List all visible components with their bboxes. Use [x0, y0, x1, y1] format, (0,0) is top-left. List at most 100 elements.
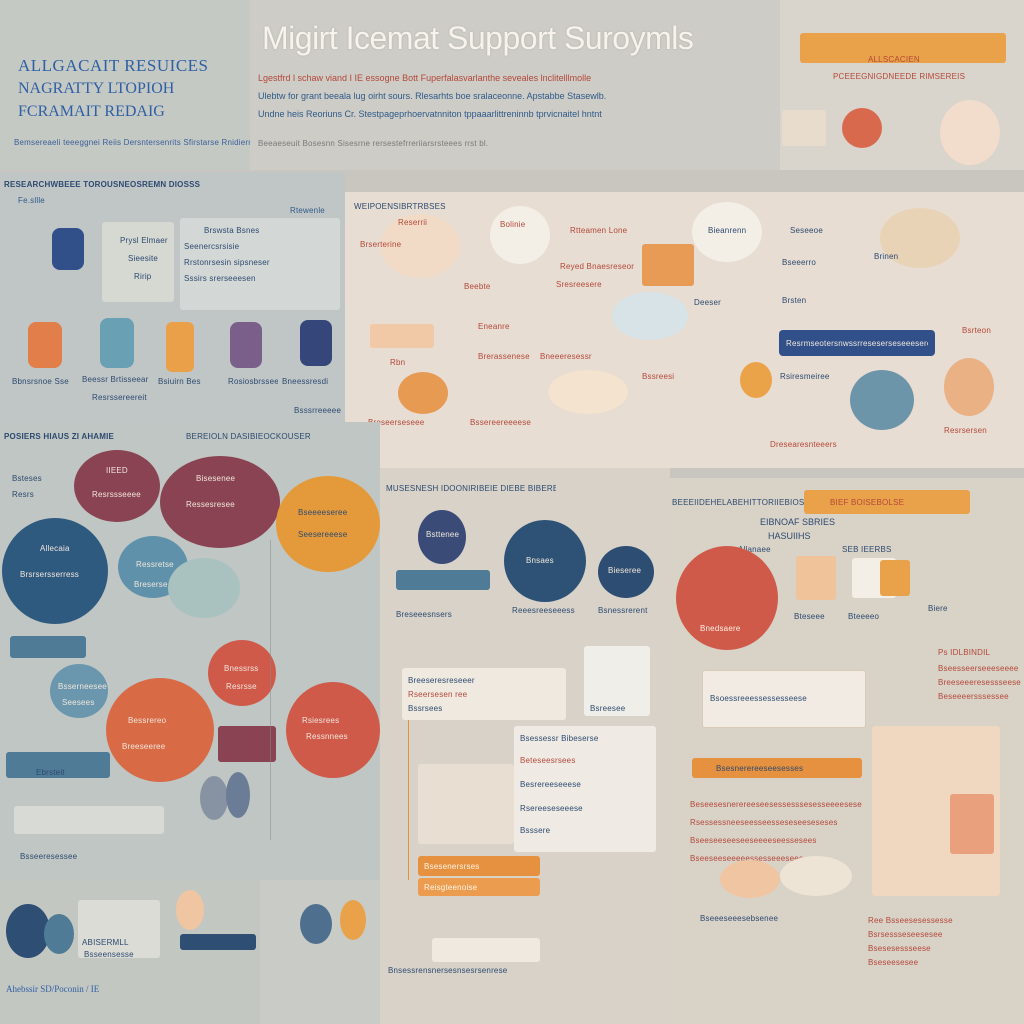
left-top-tag: Rtewenle	[290, 206, 325, 215]
circle-label-4: Allecaia	[40, 544, 70, 553]
circle-sub-8: Ressnnees	[306, 732, 348, 741]
side-label-1: Bsteses	[12, 474, 42, 483]
cm-left-card	[418, 764, 514, 844]
left-mid-person-1	[200, 776, 228, 820]
bl-person-4	[300, 904, 332, 944]
rm-title-2: HASUIIHS	[768, 531, 811, 541]
header-right-label: ALLSCACIEN	[868, 55, 920, 64]
circle-maroon-2	[160, 456, 280, 548]
circle-teal-3	[50, 664, 108, 718]
rm-note-line-1: Bseesseerseeeseeee	[938, 664, 1019, 673]
circle-navy-1	[2, 518, 108, 624]
rm-orange-tag-label: BIEF BOISEBOLSE	[830, 498, 905, 507]
bl-person-3	[176, 890, 204, 930]
card2-line-1: Seenercsrsisie	[184, 242, 240, 251]
center-blob-8	[850, 370, 914, 430]
center-item-13: Brsten	[782, 296, 807, 305]
left-top-card-2	[180, 218, 340, 310]
icon-badge-purple	[230, 322, 262, 368]
subtitle-footer: Beeaeseuit Bosesnn Sisesrne rersestefrre…	[258, 139, 489, 148]
center-item-17: Rbn	[390, 358, 406, 367]
center-blob-1	[380, 214, 460, 278]
left-middle-heading: POSIERS HIAUS ZI AHAMIE	[4, 432, 115, 441]
header-main-panel	[250, 0, 780, 170]
rm-footer: Bseeeseeesebsenee	[700, 914, 779, 923]
circle-label-7: Bessrereo	[128, 716, 167, 725]
center-orange-tag	[642, 244, 694, 286]
cm-card-a	[402, 668, 566, 720]
header-left-footer: Bemsereaeli teeeggnei Reiis Dersntersenr…	[14, 138, 327, 147]
person-illustration	[940, 100, 1000, 165]
cm-card-a-line-2: Bssrsees	[408, 704, 443, 713]
center-blob-9	[944, 358, 994, 416]
rm-side-footer-2: Bsrsessseseesesee	[868, 930, 943, 939]
rm-side-card-inner	[950, 794, 994, 854]
circle-teal-2	[168, 558, 240, 618]
side-label-3: Ebrsteit	[36, 768, 65, 777]
center-middle-heading: MUSESNESH IDOONIRIBEIE DIEBE BIBEREE	[386, 484, 556, 493]
bl-person-5	[340, 900, 366, 940]
center-blob-5	[612, 292, 688, 340]
icon-badge-teal	[100, 318, 134, 368]
subtitle-line-1: Lgestfrd l schaw viand I IE essogne Bott…	[258, 73, 592, 83]
left-mid-teal-tag-2	[6, 752, 110, 778]
rm-row-label-2: SEB IEERBS	[842, 545, 892, 554]
bl-desk	[180, 934, 256, 950]
rm-row-label-1: Allanaee	[738, 545, 771, 554]
header-left-line-3: FCRAMAIT REDAIG	[18, 103, 165, 120]
cm-bottom-card	[432, 938, 540, 962]
center-item-9: Brinen	[874, 252, 899, 261]
card2-line-2: Rrstonrsesin sipsneser	[184, 258, 270, 267]
rm-orange-bar-label: Bsesnerereeseesesses	[716, 764, 804, 773]
icon-sub-2: Bsssrreeeee	[294, 406, 342, 415]
icon-badge-navy	[300, 320, 332, 366]
center-item-8: Bseeerro	[782, 258, 817, 267]
cm-card-b	[514, 726, 656, 852]
bl-label: ABISERMLL	[82, 938, 129, 947]
icon-label-3: Bsiuirn Bes	[158, 377, 201, 386]
rm-callout	[702, 670, 866, 728]
header-orange-bar	[800, 33, 1006, 63]
cm-label-2: Reeesreeseeess	[512, 606, 575, 615]
rm-title-1: EIBNOAF SBRIES	[760, 517, 836, 527]
circle-label-9: Bsserneesee	[58, 682, 107, 691]
cm-circle-1	[418, 510, 466, 564]
center-item-3: Rtteamen Lone	[570, 226, 628, 235]
cm-vertical-line	[408, 720, 409, 880]
bl-card	[78, 900, 160, 958]
card1-title: Prysl Elmaer	[120, 236, 168, 245]
rm-text-4: Bseeseeseeeeessesseeeseee	[690, 854, 804, 863]
cm-circle-label-1: Bsttenee	[426, 530, 460, 539]
center-item-16: Brerassenese	[478, 352, 530, 361]
cm-card-b-line-4: Bsssere	[520, 826, 551, 835]
center-item-18: Bneeeresessr	[540, 352, 592, 361]
circle-label-6: Bnessrss	[224, 664, 259, 673]
circle-label-5: Ressretse	[136, 560, 174, 569]
center-footer-4: Resrsersen	[944, 426, 987, 435]
center-footer-3: Dresearesnteeers	[770, 440, 837, 449]
rm-card-3	[880, 560, 910, 596]
left-mid-teal-tag-1	[10, 636, 86, 658]
circle-coral-1	[208, 640, 276, 706]
left-mid-divider	[270, 540, 271, 840]
rm-card-1	[796, 556, 836, 600]
center-item-7: Reyed Bnaesreseor	[560, 262, 635, 271]
header-left-line-2: NAGRATTY LTOPIOH	[18, 80, 175, 97]
center-item-4: Bieanrenn	[708, 226, 747, 235]
center-peach-tag	[370, 324, 434, 348]
center-blob-4	[880, 208, 960, 268]
circle-label-2: Bisesenee	[196, 474, 236, 483]
icon-badge-yellow	[166, 322, 194, 372]
subtitle-line-2: Ulebtw for grant beeala lug oirht sours.…	[258, 91, 607, 101]
cm-card-b-title: Bsessessr Bibeserse	[520, 734, 599, 743]
rm-side-footer-3: Bsesesessseese	[868, 944, 931, 953]
circle-label-1: IIEED	[106, 466, 128, 475]
left-middle-bottom-label: Bsseeresessee	[20, 852, 78, 861]
circle-coral-3	[286, 682, 380, 778]
circle-sub-3: Seesereeese	[298, 530, 348, 539]
circle-sub-2: Ressesresee	[186, 500, 235, 509]
circle-label-8: Rsiesrees	[302, 716, 340, 725]
rm-text-1: Beseesesnerereeseesessesssesesseeeeseses	[690, 800, 862, 809]
page-title: Migirt Icemat Support Suroymls	[262, 20, 694, 56]
left-mid-maroon-tag	[218, 726, 276, 762]
